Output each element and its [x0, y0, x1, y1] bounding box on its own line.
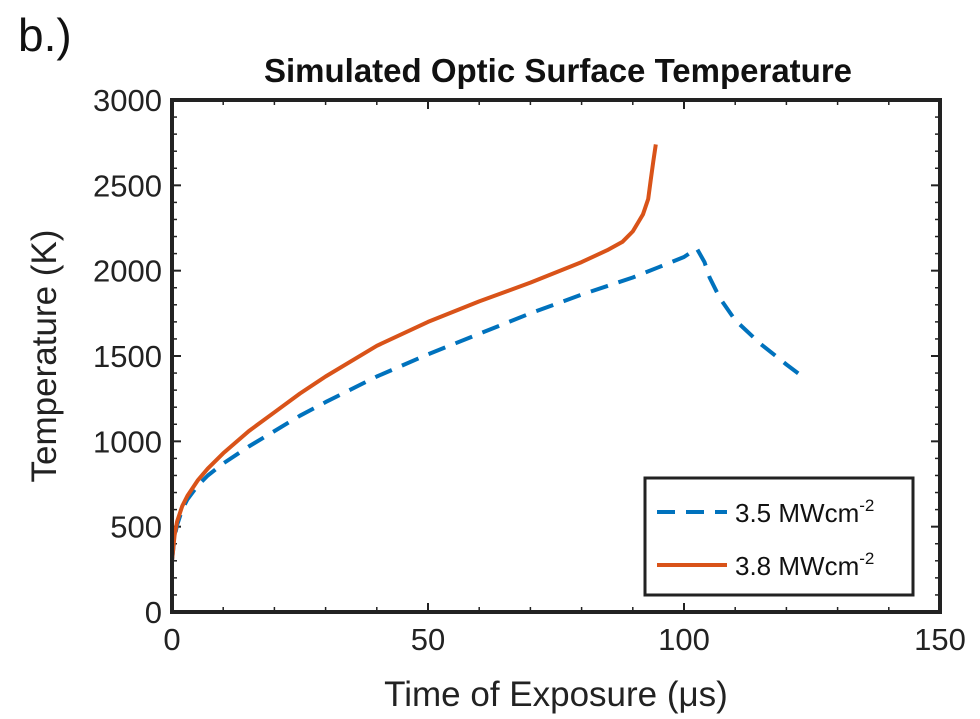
x-tick-label: 100 — [658, 622, 710, 657]
x-tick-label: 0 — [163, 622, 180, 657]
x-tick-label: 150 — [914, 622, 966, 657]
y-tick-label: 2000 — [93, 254, 162, 289]
y-tick-label: 3000 — [93, 83, 162, 118]
legend-label-text: 3.8 MWcm — [735, 551, 859, 581]
legend-label-superscript: -2 — [859, 496, 874, 515]
y-tick-label: 0 — [145, 595, 162, 630]
y-tick-label: 1500 — [93, 339, 162, 374]
series-line-1 — [170, 246, 809, 562]
y-tick-label: 500 — [110, 510, 162, 545]
y-tick-label: 1000 — [93, 424, 162, 459]
panel-label: b.) — [18, 9, 72, 61]
legend-label-text: 3.5 MWcm — [735, 498, 859, 528]
legend-box — [643, 476, 915, 597]
chart-title: Simulated Optic Surface Temperature — [264, 52, 852, 89]
legend-label-2: 3.8 MWcm-2 — [735, 549, 874, 581]
x-tick-label: 50 — [411, 622, 445, 657]
series-group — [170, 144, 809, 562]
y-axis-label: Temperature (K) — [25, 230, 64, 483]
legend-label-1: 3.5 MWcm-2 — [735, 496, 874, 528]
x-axis-label: Time of Exposure (μs) — [384, 675, 728, 714]
series-line-2 — [170, 144, 658, 562]
legend: 3.5 MWcm-23.8 MWcm-2 — [643, 476, 915, 597]
plot-frame — [170, 98, 942, 614]
y-tick-label: 2500 — [93, 168, 162, 203]
legend-label-superscript: -2 — [859, 549, 874, 568]
